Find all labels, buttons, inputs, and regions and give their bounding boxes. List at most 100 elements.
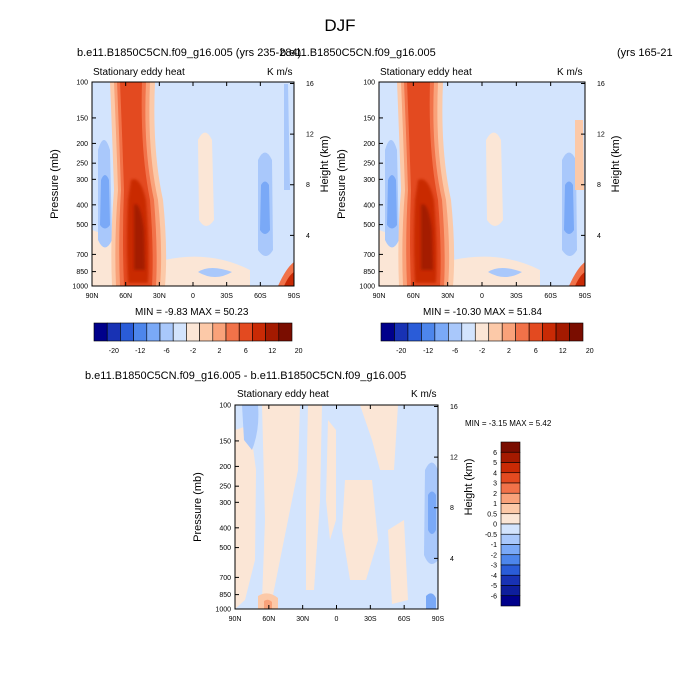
panel1-colorbar: -20 -12 -6 -2 2 6 12 20 [93,322,303,355]
panel3-field-positive [264,599,272,609]
y-tick-label: 500 [363,222,375,229]
y2-axis-title: Height (km) [319,136,331,193]
colorbar-swatch [199,322,214,342]
colorbar-label: -6 [491,593,497,600]
colorbar-swatch [488,322,503,342]
panel2-field-corner [575,272,585,286]
panel3-field-negative [426,593,436,609]
colorbar-swatch [238,322,253,342]
x-tick-label: 90N [86,293,99,300]
y-tick-label: 200 [363,141,375,148]
colorbar-swatch [225,322,240,342]
colorbar-label: -6 [452,348,458,355]
y2-tick-label: 4 [306,233,310,240]
panel1-field-negative [284,84,290,190]
colorbar-label: 20 [586,348,594,355]
panel3-field-weak-positive [342,480,378,580]
y-tick-label: 400 [76,202,88,209]
y-tick-label: 300 [76,177,88,184]
y-axis-title: Pressure (mb) [49,149,61,219]
colorbar-label: -2 [491,552,497,559]
panel1-plot [92,82,294,286]
colorbar-label: 0.5 [487,511,497,518]
y2-axis-title: Height (km) [610,136,622,193]
colorbar-label: -4 [491,573,497,580]
panel2-field-negative [564,181,574,234]
colorbar-swatch [133,322,148,342]
y2-tick-label: 8 [450,505,454,512]
x-tick-label: 90S [579,293,592,300]
y2-tick-label: 16 [306,81,314,88]
panel3-units-label: K m/s [411,389,437,400]
panel3-min-max: MIN = -3.15 MAX = 5.42 [465,419,552,428]
x-tick-label: 0 [335,616,339,623]
colorbar-swatch [120,322,134,342]
colorbar-swatch [500,462,521,474]
y-tick-label: 250 [219,484,231,491]
y2-tick-label: 4 [597,233,601,240]
y-tick-label: 700 [363,252,375,259]
panel1-field-corner [284,272,294,286]
panel1-field-negative [198,268,232,277]
y-tick-label: 850 [76,269,88,276]
x-tick-label: 90S [288,293,301,300]
y-tick-label: 250 [76,161,88,168]
x-tick-label: 60S [544,293,557,300]
colorbar-label: -20 [109,348,119,355]
panel1-min-max: MIN = -9.83 MAX = 50.23 [135,307,249,318]
y-tick-label: 100 [219,403,231,410]
panel3-var-label: Stationary eddy heat [237,389,329,400]
panel2-min-max: MIN = -10.30 MAX = 51.84 [423,307,542,318]
panel3-case-label: b.e11.B1850C5CN.f09_g16.005 - b.e11.B185… [85,370,407,382]
y2-tick-label: 12 [597,132,605,139]
panel2-field-weak-positive [575,120,584,190]
colorbar-swatch [434,322,449,342]
panel2-units-label: K m/s [557,67,583,78]
colorbar-label: 6 [534,348,538,355]
colorbar-label: 2 [493,491,497,498]
panel2-var-label: Stationary eddy heat [380,67,472,78]
colorbar-label: -20 [396,348,406,355]
colorbar-label: 6 [493,450,497,457]
x-tick-label: 60N [262,616,275,623]
panel3-field-weak-positive [326,420,336,540]
x-tick-label: 30N [153,293,166,300]
colorbar-swatch [500,585,521,597]
colorbar-swatch [500,554,521,566]
colorbar-swatch [93,322,108,342]
panel3-field-negative [428,491,436,534]
panel2-plot [379,82,585,286]
colorbar-label: 3 [493,481,497,488]
colorbar-swatch [186,322,200,342]
colorbar-swatch [500,513,521,525]
colorbar-label: -6 [163,348,169,355]
colorbar-label: -2 [479,348,485,355]
panel2-field-negative [488,268,522,277]
panel2-field-weak-positive [486,132,503,226]
colorbar-label: -1 [491,542,497,549]
colorbar-swatch [500,533,521,545]
y-tick-label: 100 [76,80,88,87]
y-axis-title: Pressure (mb) [192,472,204,542]
y-tick-label: 250 [363,161,375,168]
colorbar-swatch [500,472,521,484]
y2-tick-label: 16 [597,81,605,88]
y-tick-label: 100 [363,80,375,87]
y-tick-label: 500 [219,545,231,552]
y-tick-label: 1000 [72,284,88,291]
x-tick-label: 30N [441,293,454,300]
colorbar-label: 4 [493,470,497,477]
y-tick-label: 700 [76,252,88,259]
x-tick-label: 90N [373,293,386,300]
y-tick-label: 300 [363,177,375,184]
panel3-field-weak-positive [388,520,408,604]
panel1-field-negative [260,181,270,234]
panel2-colorbar: -20 -12 -6 -2 2 6 12 20 [380,322,594,355]
x-tick-label: 60S [254,293,267,300]
panel2-case-label: b.e11.B1850C5CN.f09_g16.005 [280,47,436,59]
panel1-field-negative [100,175,110,229]
colorbar-swatch [172,322,187,342]
colorbar-label: -3 [491,563,497,570]
colorbar-swatch [421,322,436,342]
colorbar-swatch [474,322,490,342]
